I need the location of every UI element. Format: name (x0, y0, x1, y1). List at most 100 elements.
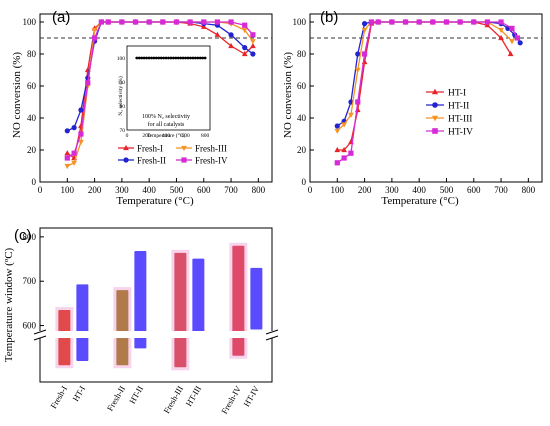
panel-b-point-0 (361, 58, 368, 65)
panel-b-point-2 (509, 39, 515, 45)
panel-c-bar-Fresh-II (116, 290, 129, 366)
panel-a-xtick-label: 700 (224, 185, 238, 195)
panel-b-xtick-label: 100 (331, 185, 345, 195)
panel-c-category-label: Fresh-I (48, 384, 69, 410)
panel-b-legend-marker (431, 88, 439, 95)
panel-c-break-mark-right (265, 329, 279, 335)
panel-b-point-3 (471, 19, 477, 25)
inset-point (135, 56, 139, 60)
panel-a-legend-marker (181, 157, 187, 163)
panel-b-xtick-label: 500 (440, 185, 454, 195)
panel-a-ytick-label: 0 (32, 177, 37, 187)
panel-b-point-3 (509, 25, 515, 31)
panel-b-legend-label: HT-III (448, 115, 472, 125)
panel-a-xtick-label: 300 (115, 185, 129, 195)
panel-a-point-1 (78, 107, 84, 113)
panel-b-point-3 (341, 155, 347, 161)
inset-point (169, 56, 173, 60)
panel-a-point-3 (119, 19, 125, 25)
panel-a-point-0 (200, 23, 207, 29)
panel-b-xlabel: Temperature (°C) (381, 195, 459, 207)
panel-b: (b) NO conversion (%) Temperature (°C) 0… (282, 9, 543, 207)
inset-point (157, 56, 161, 60)
panel-a-point-2 (241, 27, 248, 34)
inset-point (150, 56, 153, 60)
inset-xtick-label: 600 (181, 133, 190, 139)
panel-c-category-label: Fresh-III (161, 384, 185, 415)
inset-point (189, 56, 192, 60)
panel-c-break-mark-left (33, 329, 47, 335)
panel-b-point-3 (334, 160, 340, 166)
panel-b-legend-label: HT-IV (448, 128, 473, 138)
panel-a-point-3 (250, 32, 256, 38)
panel-a-ytick-label: 100 (23, 17, 37, 27)
inset-xtick-label: 800 (201, 133, 210, 139)
inset-point (164, 56, 168, 60)
inset-point (162, 56, 166, 60)
inset-title: 100% N₂ selectivity (142, 114, 190, 120)
panel-b-ytick-label: 40 (297, 113, 307, 123)
panel-a-point-3 (78, 131, 84, 137)
panel-a-point-1 (64, 128, 70, 134)
panel-a-point-3 (132, 19, 139, 25)
panel-b-point-3 (402, 19, 409, 25)
inset-point (152, 56, 156, 60)
panel-c-plot: 600 700 800 Fresh-I HT-I Fresh-II HT-II Fresh-I… (23, 227, 279, 416)
panel-c-label: (c) (14, 227, 32, 244)
panel-b-point-3 (375, 19, 381, 25)
panel-a-legend-label: Fresh-I (137, 144, 163, 154)
panel-b-point-0 (334, 146, 341, 153)
panel-b-point-3 (498, 19, 504, 25)
panel-a-point-0 (214, 31, 221, 37)
panel-a-legend-marker (123, 144, 129, 151)
inset-subtitle: for all catalysts (148, 121, 185, 128)
panel-b-ytick-label: 60 (297, 81, 307, 91)
panel-b-xtick-label: 700 (494, 185, 508, 195)
panel-a-legend-label: Fresh-IV (195, 156, 228, 166)
inset-point (174, 56, 178, 60)
panel-c-break-mark-left (33, 335, 47, 341)
panel-a-point-3 (187, 19, 193, 25)
inset-point (179, 56, 183, 60)
panel-b-xtick-label: 300 (385, 185, 399, 195)
panel-c-bar-HT-III (192, 258, 205, 338)
panel-b-point-2 (334, 128, 341, 134)
panel-b-point-3 (389, 19, 395, 25)
panel-a-point-3 (85, 80, 91, 86)
panel-b-ytick-label: 100 (293, 17, 307, 27)
panel-a-point-2 (250, 39, 256, 45)
inset-point (186, 56, 190, 60)
panel-b-legend-marker (432, 128, 438, 134)
inset-point (137, 56, 141, 60)
inset-ytick-label: 70 (120, 128, 126, 134)
panel-b-plot: 0 100 200 300 400 500 600 700 800 0 20 40 60 80 100 (293, 13, 543, 195)
panel-a-xtick-label: 200 (88, 185, 102, 195)
panel-a-point-3 (242, 22, 248, 28)
panel-a: (a) NO conversion (%) Temperature (°C) 0… (11, 9, 273, 207)
panel-b-point-3 (416, 19, 422, 25)
panel-c-bar-HT-I (76, 284, 89, 361)
panel-c-category-label: HT-II (127, 384, 145, 406)
panel-c-axes-frame (39, 227, 273, 383)
panel-b-point-0 (354, 106, 361, 113)
panel-a-ytick-label: 80 (27, 49, 37, 59)
panel-a-xtick-label: 800 (252, 185, 266, 195)
inset-xtick-label: 0 (126, 133, 129, 139)
inset-point (176, 56, 180, 60)
panel-a-point-3 (91, 35, 98, 41)
inset-ytick-label: 100 (117, 56, 126, 62)
panel-a-xlabel: Temperature (°C) (116, 195, 194, 207)
panel-c-category-label: HT-I (70, 384, 87, 403)
panel-b-point-0 (507, 50, 514, 57)
panel-c-bar-Fresh-III (174, 252, 187, 368)
panel-a-point-1 (250, 51, 256, 57)
panel-b-xtick-label: 400 (412, 185, 426, 195)
panel-a-ylabel: NO conversion (%) (11, 52, 23, 138)
panel-b-ytick-label: 0 (302, 177, 307, 187)
panel-a-point-2 (78, 139, 84, 146)
panel-b-point-3 (361, 51, 368, 57)
panel-b-xtick-label: 600 (467, 185, 481, 195)
panel-a-point-2 (71, 160, 77, 166)
panel-a-point-0 (250, 42, 256, 49)
panel-c-ytick-label: 800 (23, 232, 37, 242)
